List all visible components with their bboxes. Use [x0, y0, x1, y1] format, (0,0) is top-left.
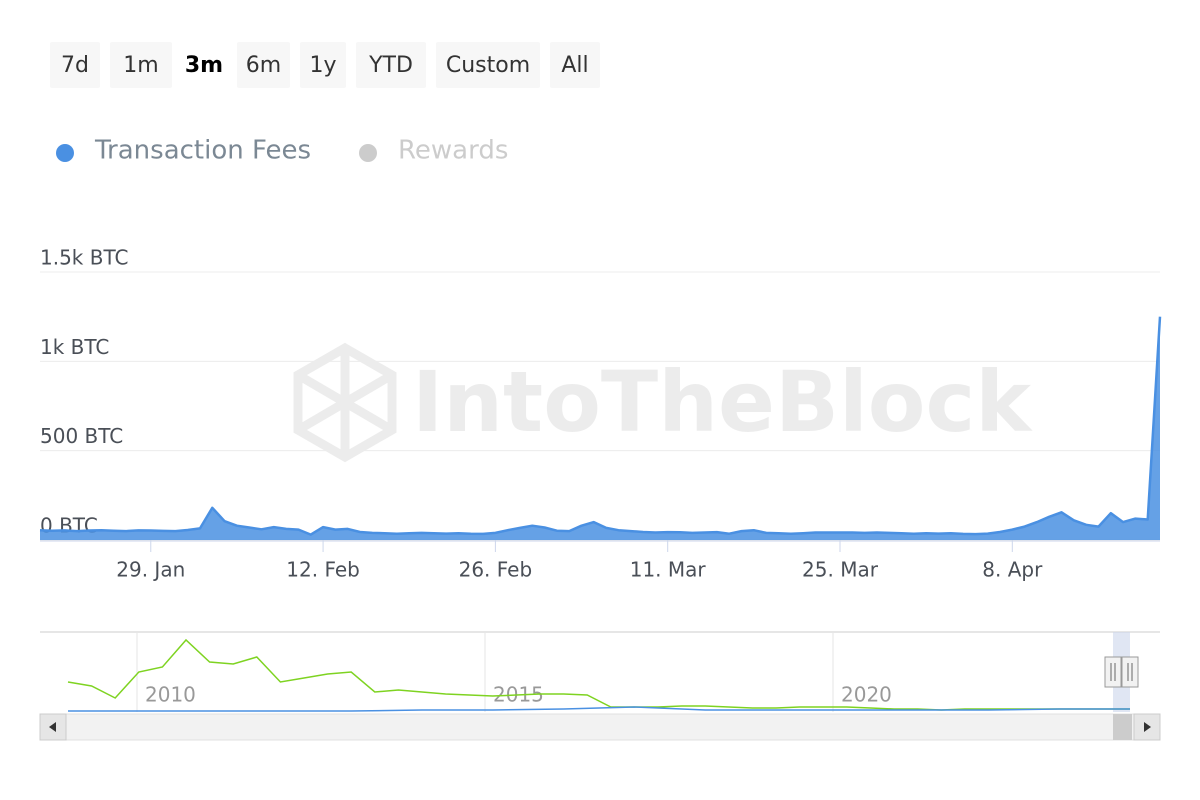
navigator-handle[interactable]	[1121, 656, 1139, 688]
scrollbar-track[interactable]	[39, 713, 1161, 741]
navigator-handle[interactable]	[1104, 656, 1122, 688]
x-tick-label: 25. Mar	[802, 558, 879, 582]
x-tick-label: 29. Jan	[116, 558, 185, 582]
watermark-text: IntoTheBlock	[412, 353, 1033, 451]
range-button[interactable]: 3m	[180, 42, 228, 88]
legend-symbol[interactable]	[56, 144, 74, 162]
legend-label[interactable]: Rewards	[398, 136, 508, 166]
range-button-bg[interactable]	[180, 42, 228, 88]
area-line	[39, 316, 1162, 536]
range-button[interactable]: 7d	[50, 42, 100, 88]
range-button-bg[interactable]	[110, 42, 172, 88]
range-button-bg[interactable]	[50, 42, 100, 88]
range-button[interactable]: All	[550, 42, 600, 88]
handle-body[interactable]	[1121, 656, 1139, 688]
range-button[interactable]: 1m	[110, 42, 172, 88]
range-button-label[interactable]: 1y	[309, 53, 336, 78]
y-tick-label: 500 BTC	[40, 424, 123, 448]
scrollbar-left-arrow[interactable]	[49, 722, 56, 732]
legend-item[interactable]: Transaction Fees	[56, 136, 311, 166]
range-button[interactable]: Custom	[436, 42, 540, 88]
scrollbar-right-arrow[interactable]	[1144, 722, 1151, 732]
y-tick-label: 1.5k BTC	[40, 246, 128, 270]
range-button-label[interactable]: 1m	[123, 53, 158, 78]
y-tick-label: 1k BTC	[40, 335, 109, 359]
navigator-line	[68, 706, 1130, 712]
range-button[interactable]: 1y	[300, 42, 346, 88]
range-button-bg[interactable]	[550, 42, 600, 88]
range-button-bg[interactable]	[356, 42, 426, 88]
range-button-label[interactable]: 3m	[185, 53, 223, 78]
scrollbar-thumb[interactable]	[1113, 714, 1132, 740]
legend-label[interactable]: Transaction Fees	[94, 136, 311, 166]
range-button-bg[interactable]	[300, 42, 346, 88]
legend-symbol[interactable]	[359, 144, 377, 162]
scrollbar-right-button[interactable]	[1133, 713, 1161, 741]
range-button-bg[interactable]	[237, 42, 290, 88]
watermark-logo	[293, 342, 397, 463]
x-tick-label: 11. Mar	[630, 558, 707, 582]
range-button-label[interactable]: YTD	[368, 53, 413, 78]
x-tick-label: 12. Feb	[286, 558, 360, 582]
range-button-label[interactable]: 6m	[246, 53, 281, 78]
range-button-label[interactable]: 7d	[61, 53, 89, 78]
range-button-label[interactable]: All	[561, 53, 588, 78]
navigator-line	[67, 638, 1130, 711]
range-button[interactable]: 6m	[237, 42, 290, 88]
x-tick-label: 26. Feb	[459, 558, 533, 582]
handle-body[interactable]	[1104, 656, 1122, 688]
x-tick-label: 8. Apr	[982, 558, 1043, 582]
range-button[interactable]: YTD	[356, 42, 426, 88]
navigator-tick-label: 2010	[145, 683, 196, 707]
navigator-tick-label: 2020	[841, 683, 892, 707]
watermark: IntoTheBlock	[293, 342, 1033, 463]
legend-item[interactable]: Rewards	[359, 136, 508, 166]
range-button-bg[interactable]	[436, 42, 540, 88]
range-button-label[interactable]: Custom	[446, 53, 530, 78]
